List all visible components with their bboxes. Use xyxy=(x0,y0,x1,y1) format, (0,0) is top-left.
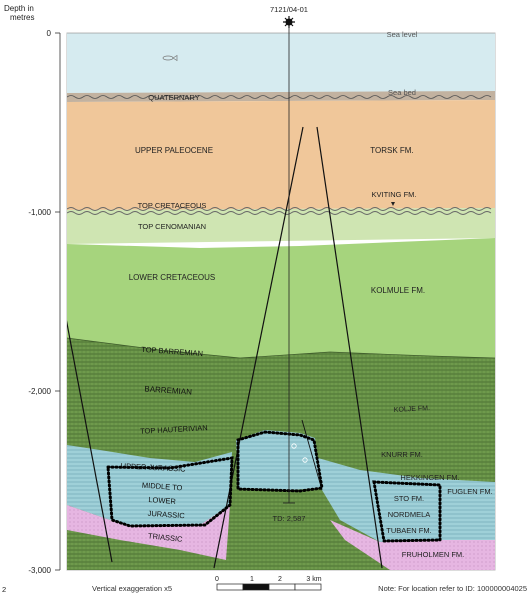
unit-label-lower-cretaceous: LOWER CRETACEOUS xyxy=(129,273,216,282)
cenomanian-layer xyxy=(67,208,495,244)
well-name: 7121/04-01 xyxy=(270,5,308,14)
unit-label-top-barremian: TOP BARREMIAN xyxy=(141,345,203,358)
unit-label-middle-to: MIDDLE TO xyxy=(142,481,183,493)
depth-tick-label: -3,000 xyxy=(28,566,51,575)
formation-label-fruholmen: FRUHOLMEN FM. xyxy=(402,550,465,559)
fish-icon xyxy=(162,54,178,62)
formation-label-sto: STO FM. xyxy=(394,494,424,503)
triassic-right xyxy=(330,520,495,570)
triassic-left xyxy=(67,505,230,560)
unit-label-upper-jurassic: UPPER JURASSIC xyxy=(120,461,186,473)
formation-label-tubaen: TUBAEN FM. xyxy=(386,526,431,535)
sea-bed-label: Sea bed xyxy=(388,88,416,97)
prospect-outline-right xyxy=(372,480,442,543)
fault-line-4 xyxy=(301,419,323,491)
vertical-exaggeration-label: Vertical exaggeration x5 xyxy=(92,584,172,593)
axis-label-line1: Depth in xyxy=(4,4,34,13)
kviting-pointer-icon xyxy=(391,202,395,206)
lower-cretaceous-layer xyxy=(67,238,495,358)
unit-label-top-cretaceous: TOP CRETACEOUS xyxy=(138,201,207,210)
scale-tick-label: 1 xyxy=(250,576,254,583)
unit-label-triassic: TRIASSIC xyxy=(148,531,184,544)
top-barremian-line xyxy=(67,337,495,359)
fault-line-1 xyxy=(67,320,113,563)
prospect-outline-central xyxy=(236,430,324,493)
axis-label-line2: metres xyxy=(10,13,34,22)
unit-label-jurassic: JURASSIC xyxy=(147,509,185,521)
well-head-icon xyxy=(283,16,295,28)
unit-label-barremian: BARREMIAN xyxy=(144,384,192,396)
depth-tick-label: -1,000 xyxy=(28,208,51,217)
fault-line-3 xyxy=(316,126,383,569)
unit-label-upper-paleocene: UPPER PALEOCENE xyxy=(135,146,213,155)
unit-label-top-hauterivian: TOP HAUTERIVIAN xyxy=(140,423,208,436)
unit-label-top-cenomanian: TOP CENOMANIAN xyxy=(138,222,206,231)
formation-label-kviting: KVITING FM. xyxy=(372,190,417,199)
scale-tick-label: 2 xyxy=(278,576,282,583)
sea-water-layer xyxy=(67,33,495,95)
depth-tick-label: -2,000 xyxy=(28,387,51,396)
top-cretaceous-wavy-line xyxy=(67,207,492,211)
scale-tick-label: 0 xyxy=(215,576,219,583)
formation-label-kolmule: KOLMULE FM. xyxy=(371,286,425,295)
formation-label-hekkingen: HEKKINGEN FM. xyxy=(400,473,459,482)
unit-label-lower: LOWER xyxy=(148,495,177,506)
scale-bar xyxy=(216,583,322,591)
top-cretaceous-wavy-line-2 xyxy=(67,211,492,215)
formation-label-nordmela: NORDMELA xyxy=(388,510,431,519)
upper-paleocene-layer xyxy=(67,100,495,210)
formation-label-kolje: KOLJE FM. xyxy=(394,405,431,414)
depth-tick-label: 0 xyxy=(47,29,52,38)
jurassic-right-block xyxy=(318,458,495,542)
location-note: Note: For location refer to ID: 10000000… xyxy=(378,584,527,593)
sea-level-label: Sea level xyxy=(387,30,418,39)
jurassic-central-block xyxy=(236,430,322,490)
corner-mark: 2 xyxy=(2,585,6,594)
unit-label-quaternary: QUATERNARY xyxy=(148,93,199,102)
shows-icon xyxy=(302,457,308,463)
shows-icon xyxy=(291,443,297,449)
td-label: TD: 2,587 xyxy=(273,514,306,523)
formation-label-torsk: TORSK FM. xyxy=(370,146,413,155)
formation-label-fuglen: FUGLEN FM. xyxy=(447,487,492,496)
formation-label-knurr: KNURR FM. xyxy=(381,450,423,459)
fault-line-2 xyxy=(213,126,304,569)
sea-bed-wavy-line xyxy=(67,95,492,99)
prospect-outline-left xyxy=(106,456,234,528)
quaternary-layer xyxy=(67,91,495,102)
scale-tick-label: 3 km xyxy=(306,576,321,583)
